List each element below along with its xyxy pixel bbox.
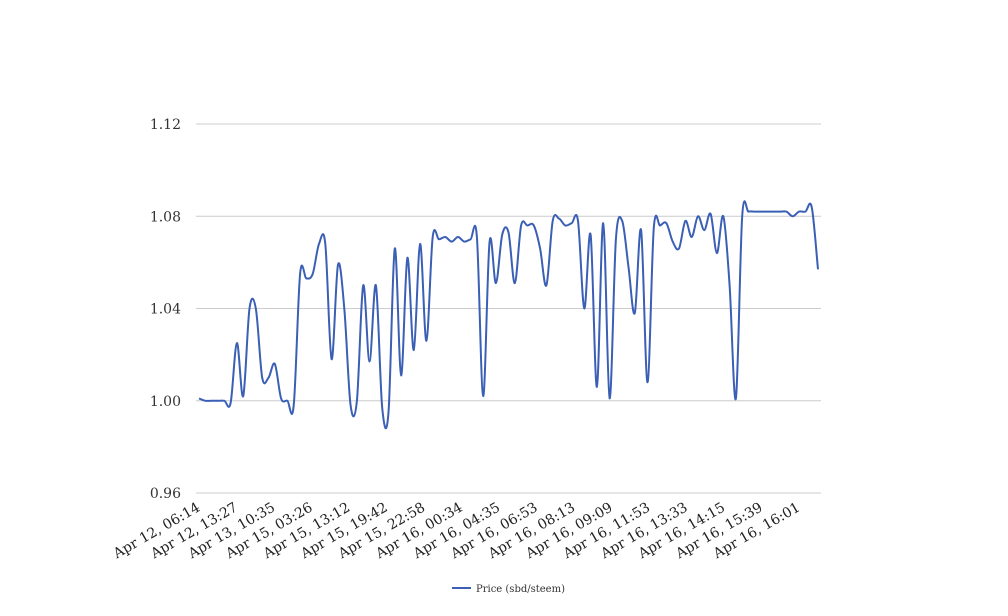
legend: Price (sbd/steem) [452,584,565,595]
y-tick-label: 1.00 [150,394,181,410]
y-tick-label: 1.08 [150,209,181,225]
y-tick-label: 0.96 [150,486,181,502]
series-line [198,200,819,430]
y-tick-label: 1.12 [150,117,181,133]
series-layer [198,200,819,430]
y-tick-label: 1.04 [150,302,181,318]
legend-label: Price (sbd/steem) [476,584,565,595]
gridlines [196,123,821,494]
y-axis-ticks: 0.96 1.00 1.04 1.08 1.12 [150,117,181,502]
